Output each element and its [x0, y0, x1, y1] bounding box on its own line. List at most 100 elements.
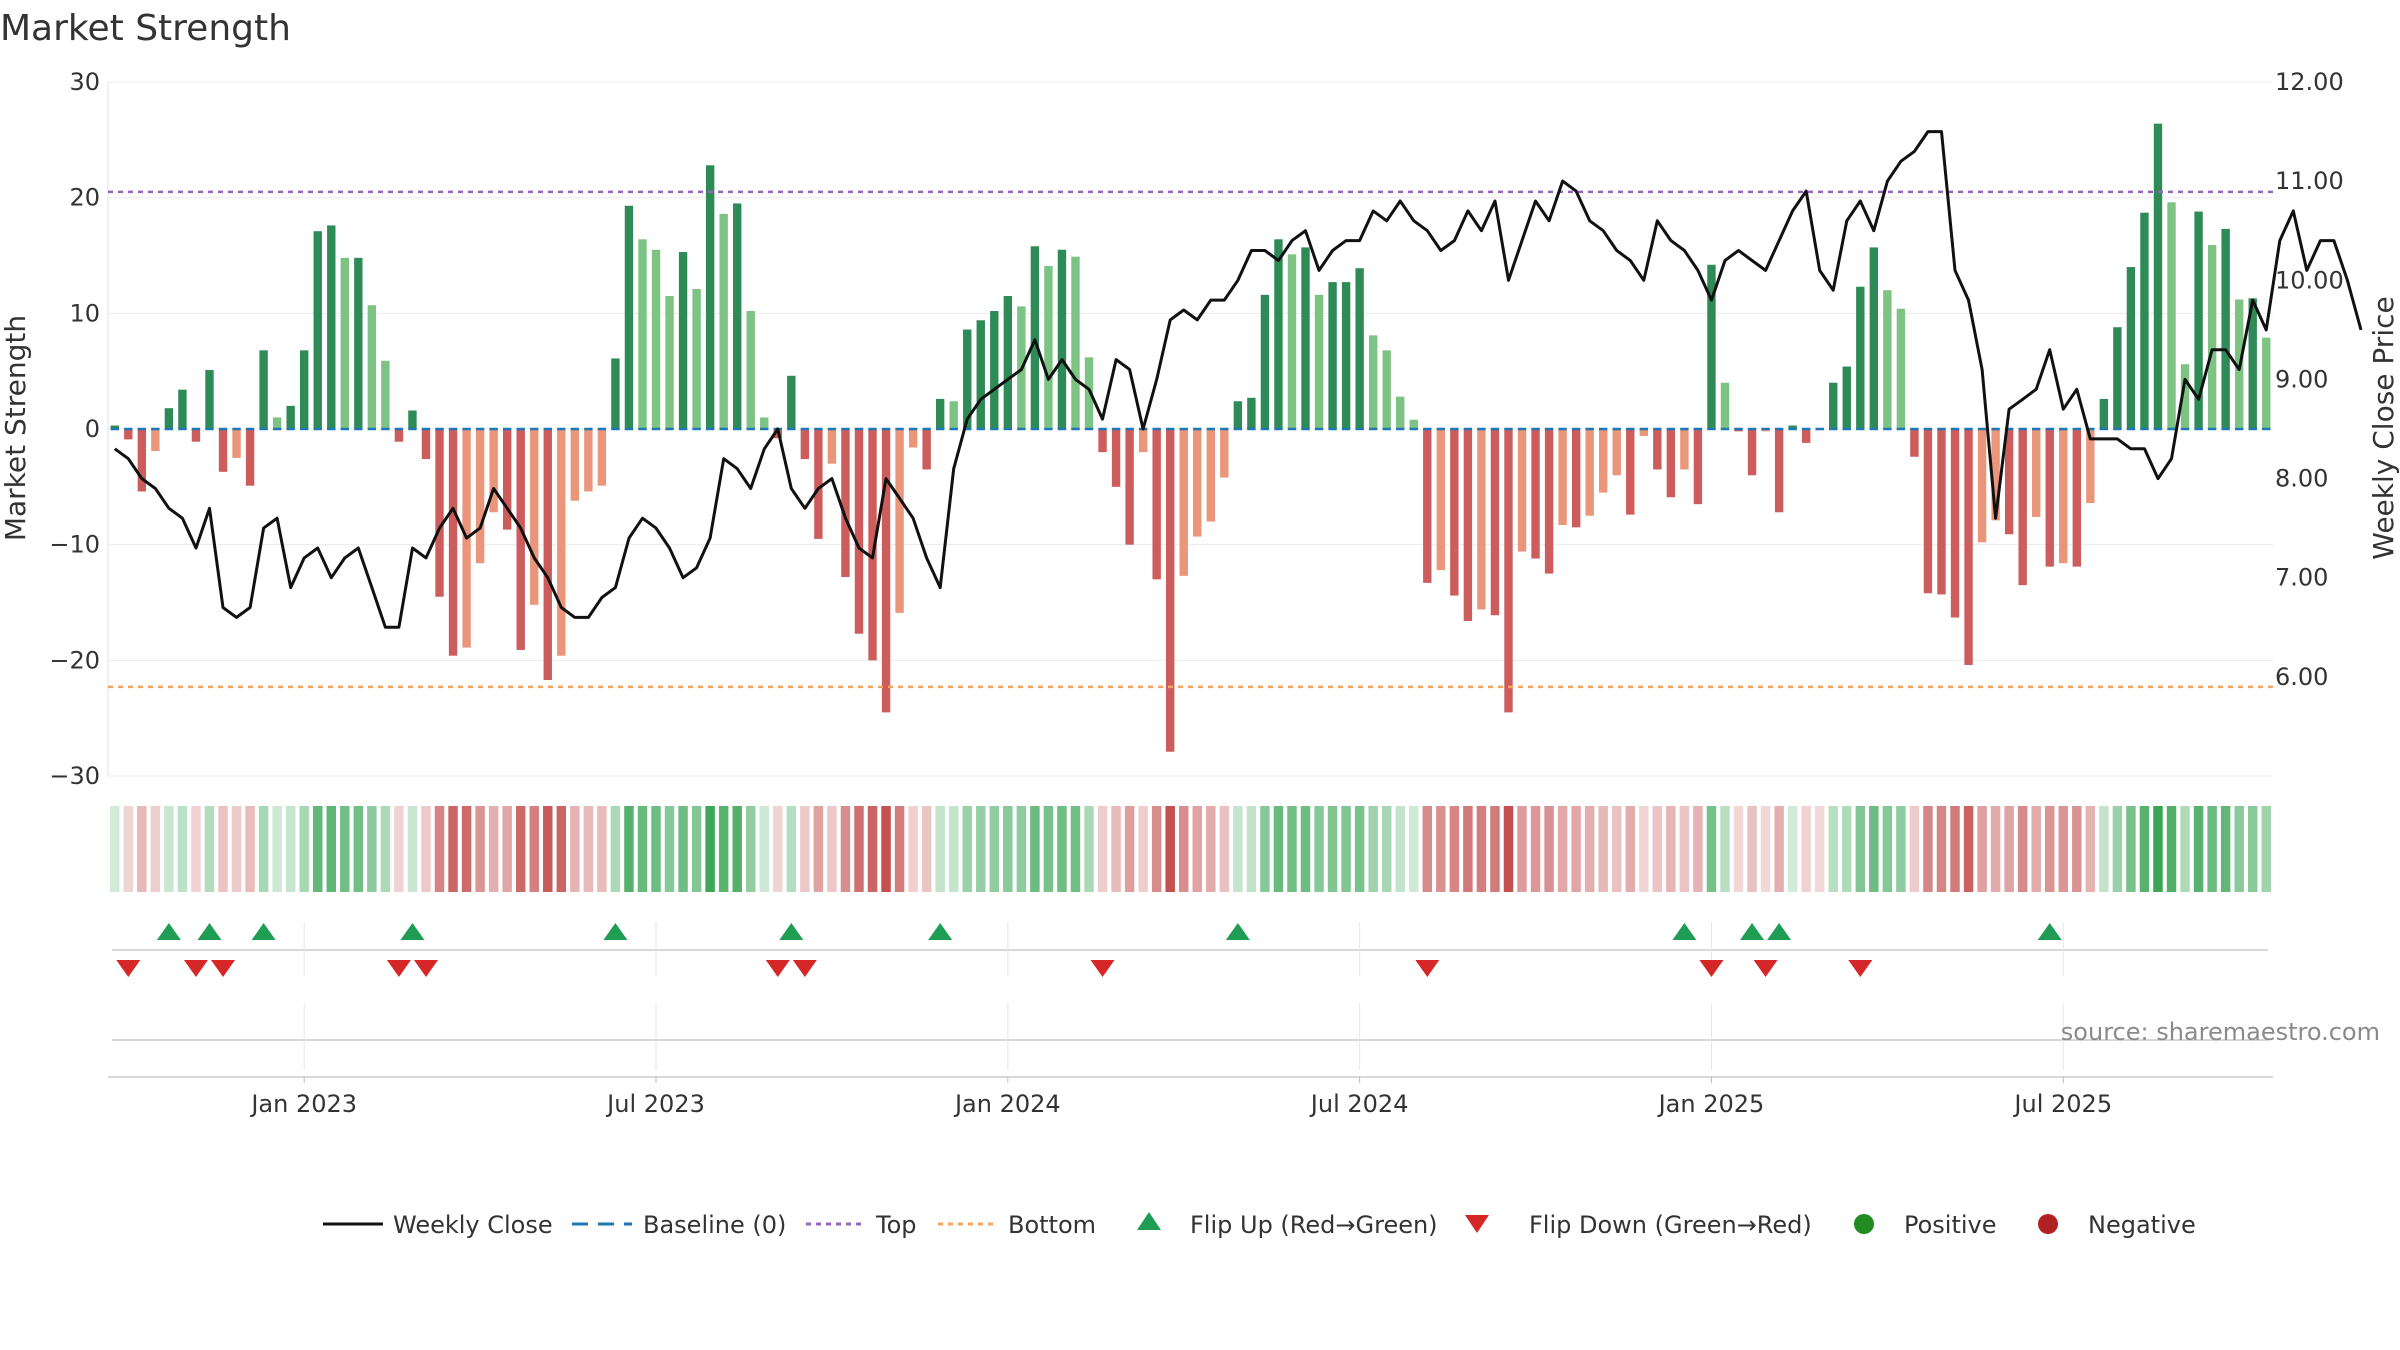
- strip-cell: [285, 806, 296, 892]
- y-tick-label: −30: [49, 762, 100, 790]
- right-axis-ticks: 6.00 7.00 8.00 9.00 10.00 11.00 12.00: [2275, 68, 2344, 691]
- x-tick-label: Jan 2023: [249, 1090, 357, 1118]
- strip-cell: [1178, 806, 1189, 892]
- y2-tick-label: 12.00: [2275, 68, 2344, 96]
- strip-cell: [948, 806, 959, 892]
- strip-cell: [570, 806, 580, 892]
- strip-cell: [800, 806, 810, 892]
- legend-bottom: Bottom: [1008, 1211, 1096, 1239]
- strip-cell: [1666, 806, 1676, 892]
- strength-bar: [489, 429, 498, 513]
- strength-bar: [1341, 282, 1351, 429]
- strip-cell: [1422, 806, 1433, 892]
- strip-cell: [1287, 806, 1297, 892]
- strip-cell: [1733, 806, 1744, 892]
- flip-markers-panel: [108, 922, 2273, 1078]
- strength-bar: [705, 165, 715, 429]
- strength-bar: [1571, 429, 1581, 528]
- strip-cell: [1990, 806, 2001, 892]
- strength-bar: [1030, 246, 1040, 429]
- chart-title: Market Strength: [0, 8, 291, 49]
- strip-cell: [1950, 806, 1960, 892]
- strip-cell: [137, 806, 147, 892]
- strip-cell: [1436, 806, 1446, 892]
- strip-cell: [177, 806, 188, 892]
- strength-bar: [935, 398, 945, 429]
- strength-bars: [110, 123, 2271, 752]
- strength-bar: [2018, 429, 2027, 586]
- strength-bar: [1328, 282, 1337, 429]
- strip-cell: [1828, 806, 1838, 892]
- flip-up-marker: [197, 923, 222, 940]
- strip-cell: [1747, 806, 1757, 892]
- strip-cell: [1855, 806, 1866, 892]
- strength-bar: [2099, 398, 2109, 429]
- strength-bar: [719, 213, 728, 429]
- y-tick-label: 20: [69, 184, 100, 212]
- strength-bar: [868, 429, 877, 661]
- strength-bar: [990, 311, 999, 429]
- strip-cell: [1977, 806, 1987, 892]
- strip-cell: [515, 806, 526, 892]
- strength-bar: [1693, 429, 1703, 505]
- strip-cell: [312, 806, 323, 892]
- strength-bar: [272, 417, 282, 429]
- strength-bar: [1314, 294, 1324, 429]
- strength-bar: [827, 429, 837, 464]
- strip-cell: [718, 806, 729, 892]
- strength-bar: [1179, 429, 1188, 576]
- strip-cell: [1449, 806, 1460, 892]
- strip-cell: [1111, 806, 1121, 892]
- strip-cell: [2153, 806, 2163, 892]
- strip-cell: [2044, 806, 2055, 892]
- strength-bar: [354, 257, 363, 429]
- y2-tick-label: 10.00: [2275, 266, 2344, 294]
- strength-bar: [1220, 429, 1229, 478]
- strip-cell: [1720, 806, 1730, 892]
- x-tick-label: Jan 2024: [953, 1090, 1061, 1118]
- strength-bar: [2248, 298, 2257, 429]
- strip-cell: [1463, 806, 1473, 892]
- strength-bar: [1044, 265, 1053, 429]
- strip-cell: [1368, 806, 1378, 892]
- strip-cell: [1409, 806, 1419, 892]
- strip-cell: [461, 806, 472, 892]
- legend-flip-up-icon: [1137, 1212, 1161, 1230]
- strength-bar: [976, 320, 985, 429]
- strip-cell: [1192, 806, 1203, 892]
- strip-cell: [1381, 806, 1392, 892]
- x-tick-label: Jul 2025: [2012, 1090, 2112, 1118]
- strip-cell: [1138, 806, 1148, 892]
- strip-cell: [786, 806, 797, 892]
- strip-cell: [2072, 806, 2082, 892]
- strength-bar: [624, 205, 634, 429]
- strip-cell: [1490, 806, 1500, 892]
- strength-bar: [2140, 212, 2149, 429]
- x-tick-label: Jul 2024: [1309, 1090, 1409, 1118]
- strip-cell: [1963, 806, 1974, 892]
- strength-bar: [1423, 429, 1432, 583]
- strength-bar: [746, 311, 755, 429]
- strip-cell: [1354, 806, 1365, 892]
- strength-bar: [2059, 429, 2068, 564]
- strength-bar: [922, 429, 931, 470]
- strength-bar: [1247, 397, 1256, 429]
- flip-up-marker: [779, 923, 804, 940]
- y2-axis-label: Weekly Close Price: [2367, 296, 2400, 559]
- flip-down-marker: [183, 960, 208, 977]
- strip-cell: [1219, 806, 1230, 892]
- strip-cell: [1057, 806, 1067, 892]
- strip-cell: [2004, 806, 2014, 892]
- strength-bar: [1869, 247, 1879, 429]
- reference-lines: [108, 190, 2273, 689]
- strength-bar: [286, 405, 295, 429]
- strength-bar: [2045, 429, 2054, 567]
- strength-bar: [1626, 429, 1635, 515]
- x-tick-label: Jul 2023: [605, 1090, 705, 1118]
- strip-cell: [1341, 806, 1351, 892]
- strength-bar: [2194, 211, 2203, 429]
- strip-cell: [624, 806, 634, 892]
- strip-cell: [1206, 806, 1216, 892]
- strip-cell: [150, 806, 161, 892]
- strip-cell: [1584, 806, 1595, 892]
